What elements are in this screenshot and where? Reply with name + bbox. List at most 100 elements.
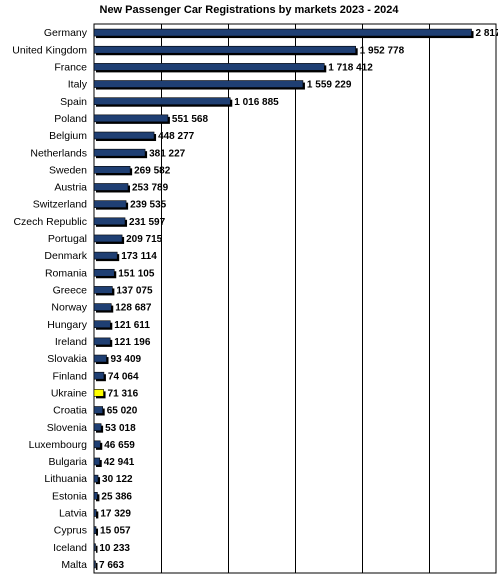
value-label: 1 559 229 [307,80,352,91]
bar [93,303,112,311]
bar [93,268,115,277]
value-label: 46 659 [104,440,135,451]
category-label: Italy [68,79,88,91]
value-label: 1 952 778 [360,45,405,56]
bar [93,97,231,106]
category-label: Netherlands [30,147,87,159]
category-label: Germany [44,27,88,39]
value-label: 173 114 [121,251,157,262]
category-label: Bulgaria [48,456,87,468]
value-label: 17 329 [100,509,131,520]
bar [93,183,129,191]
value-label: 128 687 [115,303,152,314]
value-label: 25 386 [101,491,132,502]
category-label: Hungary [47,319,87,331]
value-label: 53 018 [105,423,136,434]
category-label: Switzerland [33,199,87,211]
category-label: Croatia [53,405,87,417]
category-label: Spain [60,96,87,108]
value-label: 151 105 [118,268,155,279]
bar [93,148,146,157]
value-label: 231 597 [129,217,166,228]
bar [93,200,127,208]
value-label: 1 718 412 [328,62,373,73]
bar-shadow [96,528,99,536]
value-label: 74 064 [108,371,139,382]
bar [93,286,113,294]
category-label: Luxembourg [29,439,88,451]
value-label: 381 227 [149,148,186,159]
category-label: Greece [53,285,88,297]
bar-shadow [96,545,98,553]
value-label: 15 057 [100,526,131,537]
category-label: Cyprus [54,525,87,537]
bar [93,114,169,123]
bar [93,217,126,226]
bar [93,337,111,346]
category-label: France [54,61,87,73]
category-label: Ukraine [51,387,87,399]
bar [93,251,118,260]
value-label: 93 409 [111,354,142,365]
value-label: 1 016 885 [234,97,279,108]
bar [93,543,96,552]
bar [93,526,97,534]
category-label: Austria [54,182,87,194]
category-label: Malta [61,559,87,571]
chart-title: New Passenger Car Registrations by marke… [99,4,399,16]
value-label: 551 568 [172,114,209,125]
bar-shadow [96,562,98,570]
category-label: Slovenia [47,422,87,434]
value-label: 71 316 [108,388,139,399]
value-label: 10 233 [99,543,130,554]
value-label: 2 817 331 [476,28,498,39]
category-label: Iceland [53,542,87,554]
category-label: Belgium [49,130,87,142]
bar-shadow [96,511,99,519]
value-label: 269 582 [134,165,171,176]
value-label: 65 020 [107,406,138,417]
bar [93,406,104,414]
bar [93,423,102,431]
bar [93,491,98,500]
category-label: United Kingdom [12,44,87,56]
category-label: Latvia [59,508,87,520]
category-label: Denmark [44,250,87,262]
category-label: Lithuania [44,473,87,485]
category-label: Sweden [49,164,87,176]
bar [93,371,105,380]
value-label: 253 789 [132,183,169,194]
value-label: 30 122 [102,474,133,485]
value-label: 239 535 [130,200,167,211]
bar [93,440,101,449]
category-label: Estonia [52,490,87,502]
category-label: Slovakia [47,353,87,365]
bar [93,474,99,483]
bar [93,320,111,329]
value-label: 7 663 [99,560,124,571]
bar [93,131,155,140]
category-label: Poland [54,113,87,125]
category-label: Finland [53,370,88,382]
category-label: Ireland [55,336,87,348]
value-label: 121 196 [114,337,151,348]
bar [93,28,472,37]
bar [93,234,123,243]
bar [93,45,356,54]
category-label: Romania [45,267,87,279]
category-label: Portugal [48,233,87,245]
value-label: 448 277 [158,131,195,142]
bar [93,457,101,466]
value-label: 121 611 [114,320,150,331]
bar [93,80,304,88]
bar [93,560,96,569]
value-label: 209 715 [126,234,163,245]
bar [93,509,97,517]
category-label: Czech Republic [13,216,87,228]
bar [93,63,325,71]
value-label: 42 941 [104,457,135,468]
bar [93,354,107,363]
category-label: Norway [51,302,87,314]
value-label: 137 075 [116,286,153,297]
